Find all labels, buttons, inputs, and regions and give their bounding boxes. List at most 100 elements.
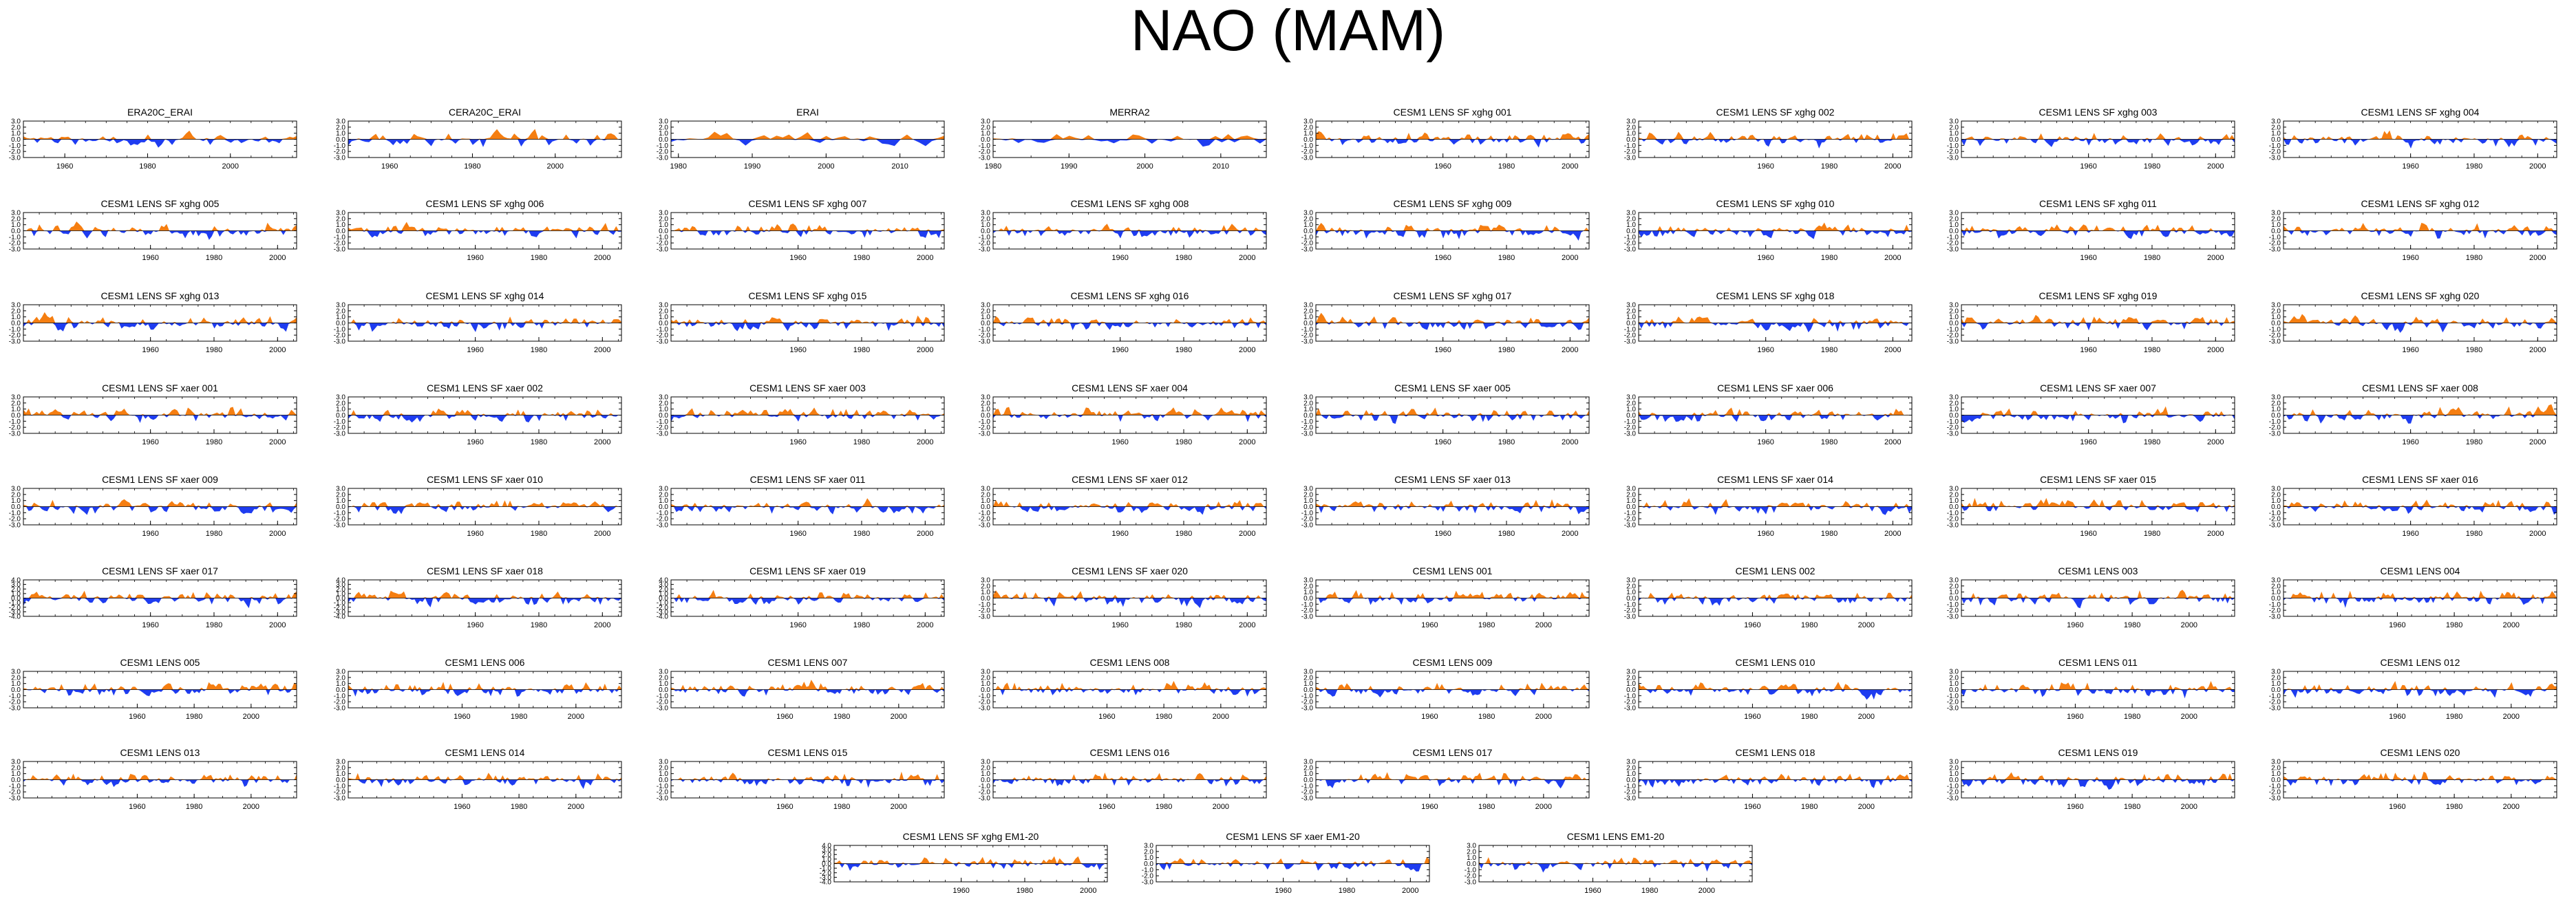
- positive-area: [671, 407, 944, 415]
- y-tick-label: 0.0: [2271, 412, 2281, 420]
- y-tick-label: 2.0: [1303, 307, 1313, 315]
- x-tick-label: 2000: [269, 530, 286, 538]
- y-tick-label: -3.0: [1624, 795, 1637, 803]
- y-tick-label: 3.0: [659, 394, 668, 402]
- y-tick-label: -3.0: [334, 522, 346, 530]
- positive-area: [671, 498, 944, 507]
- x-tick-label: 1960: [2067, 713, 2083, 721]
- y-tick-label: -3.0: [1947, 338, 1959, 346]
- panel-title: CESM1 LENS 001: [1413, 565, 1493, 576]
- y-tick-label: -1.0: [657, 418, 669, 426]
- y-tick-label: 1.0: [1626, 770, 1636, 778]
- x-tick-label: 2000: [1136, 162, 1153, 171]
- negative-area: [993, 139, 1266, 147]
- panel: CESM1 LENS SF xaer 009 3.02.01.00.0-1.0-2…: [9, 474, 297, 538]
- y-tick-label: 2.0: [659, 491, 668, 499]
- y-tick-label: 2.0: [659, 764, 668, 772]
- y-tick-label: 2.0: [2271, 764, 2281, 772]
- y-tick-label: 2.0: [2271, 400, 2281, 407]
- y-tick-label: -1.0: [334, 418, 346, 426]
- y-tick-label: -2.0: [2269, 424, 2281, 432]
- y-tick-label: 2.0: [822, 852, 831, 859]
- panel-title: CESM1 LENS 008: [1090, 657, 1170, 668]
- x-tick-label: 1960: [776, 713, 793, 721]
- negative-area: [23, 506, 297, 515]
- panel: CESM1 LENS SF xaer 010 3.02.01.00.0-1.0-2…: [334, 474, 622, 538]
- x-tick-label: 1980: [2144, 162, 2160, 171]
- y-tick-label: 0.0: [981, 504, 990, 511]
- y-tick-label: -3.0: [334, 155, 346, 162]
- y-tick-label: 1.0: [1303, 497, 1313, 505]
- y-tick-label: 3.0: [1303, 669, 1313, 676]
- x-tick-label: 1980: [2124, 713, 2140, 721]
- y-tick-label: 1.0: [11, 406, 21, 413]
- y-tick-label: -1.0: [1947, 326, 1959, 334]
- x-tick-label: 1960: [1275, 887, 1291, 895]
- y-tick-label: 3.0: [1626, 759, 1636, 766]
- x-tick-label: 1960: [789, 346, 806, 354]
- x-tick-label: 1980: [2446, 621, 2462, 629]
- x-tick-label: 1960: [952, 887, 969, 895]
- y-tick-label: 1.0: [1949, 406, 1959, 413]
- panel-title: CESM1 LENS SF xghg 014: [426, 290, 544, 301]
- y-tick-label: 1.0: [1626, 314, 1636, 321]
- panel: CESM1 LENS 016 3.02.01.00.0-1.0-2.0-3.0 19…: [979, 747, 1267, 811]
- y-tick-label: -2.0: [979, 699, 991, 706]
- panel: CESM1 LENS SF xghg 008 3.02.01.00.0-1.0-2…: [979, 198, 1267, 262]
- x-tick-label: 1980: [670, 162, 686, 171]
- y-tick-label: 2.0: [1303, 215, 1313, 223]
- x-tick-label: 2000: [891, 803, 907, 811]
- panel-title: CESM1 LENS SF xaer 005: [1394, 382, 1511, 393]
- y-tick-label: 2.0: [2271, 491, 2281, 499]
- positive-area: [1316, 772, 1589, 780]
- panel: CESM1 LENS SF xaer 004 3.02.01.00.0-1.0-2…: [979, 382, 1267, 446]
- x-tick-label: 1960: [1757, 438, 1774, 446]
- y-tick-label: 2.0: [659, 307, 668, 315]
- panel: ERA20C_ERAI 3.02.01.00.0-1.0-2.0-3.0 1960 1…: [9, 107, 297, 171]
- y-tick-label: -1.0: [979, 234, 991, 241]
- x-tick-label: 1960: [2389, 621, 2405, 629]
- negative-area: [348, 598, 621, 607]
- y-tick-label: -3.0: [979, 795, 991, 803]
- y-tick-label: 3.0: [1626, 302, 1636, 310]
- x-tick-label: 2000: [1535, 621, 1552, 629]
- y-tick-label: -2.0: [9, 516, 21, 523]
- x-tick-label: 2000: [2207, 530, 2224, 538]
- positive-area: [1961, 497, 2235, 507]
- x-tick-label: 1960: [454, 803, 470, 811]
- y-tick-label: 2.0: [336, 124, 345, 131]
- y-tick-label: 2.0: [11, 586, 21, 594]
- y-tick-label: 2.0: [1949, 491, 1959, 499]
- panel: CESM1 LENS 002 3.02.01.00.0-1.0-2.0-3.0 19…: [1624, 565, 1913, 629]
- panel-title: CESM1 LENS SF xaer 013: [1394, 474, 1511, 485]
- positive-area: [2284, 404, 2557, 415]
- x-tick-label: 2000: [2207, 162, 2224, 171]
- positive-area: [1639, 316, 1912, 323]
- y-tick-label: 3.0: [1626, 577, 1636, 585]
- y-tick-label: -1.0: [334, 693, 346, 700]
- positive-area: [671, 771, 944, 780]
- x-tick-label: 1960: [1434, 530, 1451, 538]
- x-tick-label: 1960: [467, 438, 483, 446]
- y-tick-label: -2.0: [9, 149, 21, 156]
- y-tick-label: -4.0: [334, 614, 346, 621]
- x-tick-label: 1960: [789, 621, 806, 629]
- panel: CESM1 LENS SF xaer 007 3.02.01.00.0-1.0-2…: [1947, 382, 2235, 446]
- x-tick-label: 1980: [1339, 887, 1355, 895]
- positive-area: [348, 590, 621, 598]
- x-tick-label: 1960: [467, 346, 483, 354]
- panel-title: CESM1 LENS SF xaer 015: [2040, 474, 2156, 485]
- x-tick-label: 1960: [2402, 530, 2418, 538]
- y-tick-label: 1.0: [336, 590, 345, 598]
- y-tick-label: 2.0: [336, 674, 345, 682]
- x-tick-label: 2000: [1884, 346, 1901, 354]
- y-tick-label: 3.0: [2271, 210, 2281, 217]
- x-tick-label: 1980: [1498, 438, 1515, 446]
- x-tick-label: 1960: [2067, 621, 2083, 629]
- panel-title: CESM1 LENS 009: [1413, 657, 1493, 668]
- negative-area: [671, 598, 944, 605]
- y-tick-label: 3.0: [981, 577, 990, 585]
- x-tick-label: 2000: [1884, 438, 1901, 446]
- y-tick-label: 2.0: [2271, 124, 2281, 131]
- panel-title: CESM1 LENS 014: [445, 747, 525, 758]
